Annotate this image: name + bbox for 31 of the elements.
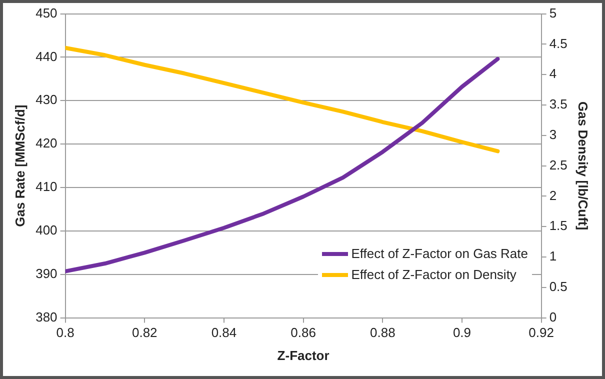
y2-tick-label: 3	[549, 126, 557, 142]
y-tick-label: 440	[36, 48, 58, 64]
y-tick-label: 420	[36, 136, 58, 151]
x-tick-label: 0.92	[528, 325, 554, 340]
y2-tick-label: 1.5	[549, 218, 568, 234]
y2-tick-label: 5	[549, 5, 557, 20]
y-tick-label: 400	[36, 222, 58, 238]
x-axis-title: Z-Factor	[277, 348, 330, 363]
y2-tick-label: 1	[549, 248, 557, 264]
y-tick-label: 410	[36, 179, 58, 194]
y2-tick-label: 4.5	[549, 36, 568, 51]
y2-axis-title: Gas Density [lb/Cuft]	[576, 102, 591, 230]
y-tick-label: 390	[36, 266, 58, 281]
x-tick-label: 0.86	[290, 325, 316, 340]
y2-tick-label: 3.5	[549, 96, 568, 112]
x-tick-label: 0.88	[370, 325, 396, 340]
y2-tick-label: 4	[549, 66, 557, 82]
x-tick-label: 0.8	[56, 325, 74, 340]
legend-label: Effect of Z-Factor on Density	[351, 267, 516, 282]
y2-tick-label: 2	[549, 188, 557, 203]
legend-label: Effect of Z-Factor on Gas Rate	[351, 246, 528, 261]
y-tick-label: 380	[36, 309, 58, 324]
y-tick-label: 450	[36, 5, 58, 20]
y2-tick-label: 0	[549, 309, 557, 324]
y2-tick-label: 2.5	[549, 157, 568, 172]
x-tick-label: 0.84	[211, 325, 237, 340]
y-axis-title: Gas Rate [MMScf/d]	[12, 104, 28, 227]
x-tick-label: 0.9	[452, 325, 472, 340]
x-tick-label: 0.82	[132, 325, 158, 340]
y2-tick-label: 0.5	[549, 278, 568, 294]
y-tick-label: 430	[36, 92, 58, 108]
